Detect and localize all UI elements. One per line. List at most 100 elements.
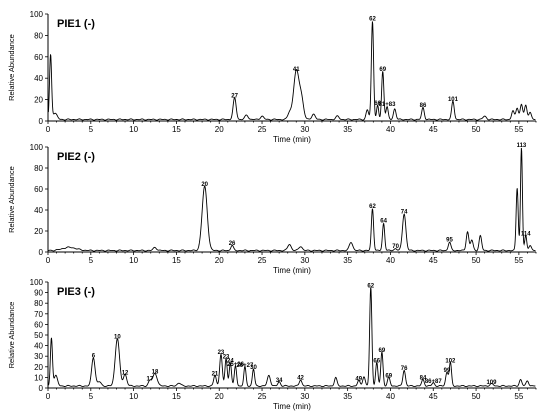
chromatogram-trace xyxy=(47,21,536,121)
y-tick-label: 40 xyxy=(34,206,43,215)
peak-label: 74 xyxy=(401,209,408,215)
x-tick-label: 5 xyxy=(89,125,94,134)
peak-label: 81+83 xyxy=(379,102,397,108)
y-tick-label: 100 xyxy=(30,278,44,287)
x-tick-label: 15 xyxy=(172,125,181,134)
y-tick-label: 20 xyxy=(34,96,43,105)
y-axis-title: Relative Abundance xyxy=(7,34,16,101)
y-tick-label: 0 xyxy=(39,248,44,257)
chromatogram-trace xyxy=(48,147,536,252)
y-axis-title: Relative Abundance xyxy=(7,166,16,233)
peak-label: 86 xyxy=(420,103,427,109)
y-tick-label: 40 xyxy=(34,342,43,351)
peak-label: 20 xyxy=(201,182,208,188)
peak-label: 34 xyxy=(276,378,283,384)
peak-label: 62 xyxy=(369,204,376,210)
peak-label: 6 xyxy=(92,353,96,359)
x-tick-label: 45 xyxy=(429,125,438,134)
panel-title: PIE3 (-) xyxy=(57,286,95,298)
y-axis-title: Relative Abundance xyxy=(7,302,16,369)
peak-label: 10 xyxy=(114,334,121,340)
y-tick-label: 50 xyxy=(34,331,43,340)
x-tick-label: 50 xyxy=(472,256,481,265)
peak-label: 12 xyxy=(122,370,129,376)
x-tick-label: 0 xyxy=(46,256,51,265)
y-tick-label: 30 xyxy=(34,352,43,361)
y-tick-label: 80 xyxy=(34,164,43,173)
peak-label: 24 xyxy=(227,359,234,365)
x-tick-label: 30 xyxy=(300,125,309,134)
y-tick-label: 100 xyxy=(30,143,44,152)
peak-label: 69 xyxy=(379,348,386,354)
x-tick-label: 10 xyxy=(129,256,138,265)
y-tick-label: 60 xyxy=(34,320,43,329)
x-tick-label: 10 xyxy=(129,125,138,134)
y-tick-label: 90 xyxy=(34,289,43,298)
y-tick-label: 60 xyxy=(34,185,43,194)
peak-label: 26+27 xyxy=(236,363,254,369)
y-tick-label: 70 xyxy=(34,310,43,319)
axis-frame xyxy=(47,147,536,253)
peak-label: 25+26 xyxy=(227,362,245,368)
panel-title: PIE1 (-) xyxy=(57,18,95,30)
x-tick-label: 40 xyxy=(386,125,395,134)
y-tick-label: 60 xyxy=(34,53,43,62)
x-tick-label: 55 xyxy=(514,125,523,134)
x-tick-label: 25 xyxy=(258,125,267,134)
peak-label: 27 xyxy=(231,94,238,100)
y-tick-label: 20 xyxy=(34,227,43,236)
x-tick-label: 15 xyxy=(172,256,181,265)
y-tick-label: 100 xyxy=(30,10,44,19)
peak-label: 23 xyxy=(223,354,230,360)
x-tick-label: 0 xyxy=(46,392,51,401)
y-tick-label: 40 xyxy=(34,74,43,83)
peak-label: 102 xyxy=(445,359,456,365)
x-tick-label: 25 xyxy=(258,392,267,401)
x-tick-label: 5 xyxy=(89,392,94,401)
y-tick-label: 0 xyxy=(39,384,44,393)
x-axis-title: Time (min) xyxy=(273,266,311,275)
peak-label: 18 xyxy=(152,369,159,375)
y-tick-label: 10 xyxy=(34,373,43,382)
peak-label: 84 xyxy=(420,376,427,382)
y-tick-label: 80 xyxy=(34,31,43,40)
panel-title: PIE2 (-) xyxy=(57,151,95,163)
x-tick-label: 50 xyxy=(472,125,481,134)
x-tick-label: 0 xyxy=(46,125,51,134)
peak-label: 66 xyxy=(373,359,380,365)
x-tick-label: 50 xyxy=(472,392,481,401)
x-tick-label: 35 xyxy=(343,392,352,401)
x-tick-label: 30 xyxy=(300,256,309,265)
peak-label: 99 xyxy=(444,368,451,374)
y-tick-label: 0 xyxy=(39,117,44,126)
x-tick-label: 55 xyxy=(514,256,523,265)
peak-label: 30 xyxy=(250,365,257,371)
peak-label: 66 xyxy=(374,101,381,107)
peak-label: 42 xyxy=(297,376,304,382)
peak-label: 70 xyxy=(392,244,399,250)
x-tick-label: 20 xyxy=(215,256,224,265)
x-tick-label: 30 xyxy=(300,392,309,401)
peak-label: 41 xyxy=(293,67,300,73)
peak-label: 114 xyxy=(521,231,531,237)
peak-label: 49 xyxy=(355,377,362,383)
x-tick-label: 15 xyxy=(172,392,181,401)
peak-label: 21 xyxy=(212,371,219,377)
peak-label: 113 xyxy=(517,143,527,149)
peak-label: 109 xyxy=(486,380,497,386)
peak-label: 64 xyxy=(380,219,387,225)
x-axis-title: Time (min) xyxy=(273,135,311,144)
peak-label: 95 xyxy=(446,238,453,244)
peak-label: 101 xyxy=(448,97,459,103)
x-tick-label: 5 xyxy=(89,256,94,265)
x-tick-label: 20 xyxy=(215,392,224,401)
peak-label: 69 xyxy=(379,67,386,73)
peak-label: 76 xyxy=(401,366,408,372)
x-tick-label: 35 xyxy=(343,256,352,265)
x-tick-label: 45 xyxy=(429,256,438,265)
x-tick-label: 55 xyxy=(514,392,523,401)
y-tick-label: 20 xyxy=(34,363,43,372)
chart-panel-1: 0 20 40 60 80 100 0 5 10 15 20 25 30 35 40 45 50 55 Time (… xyxy=(7,10,537,144)
